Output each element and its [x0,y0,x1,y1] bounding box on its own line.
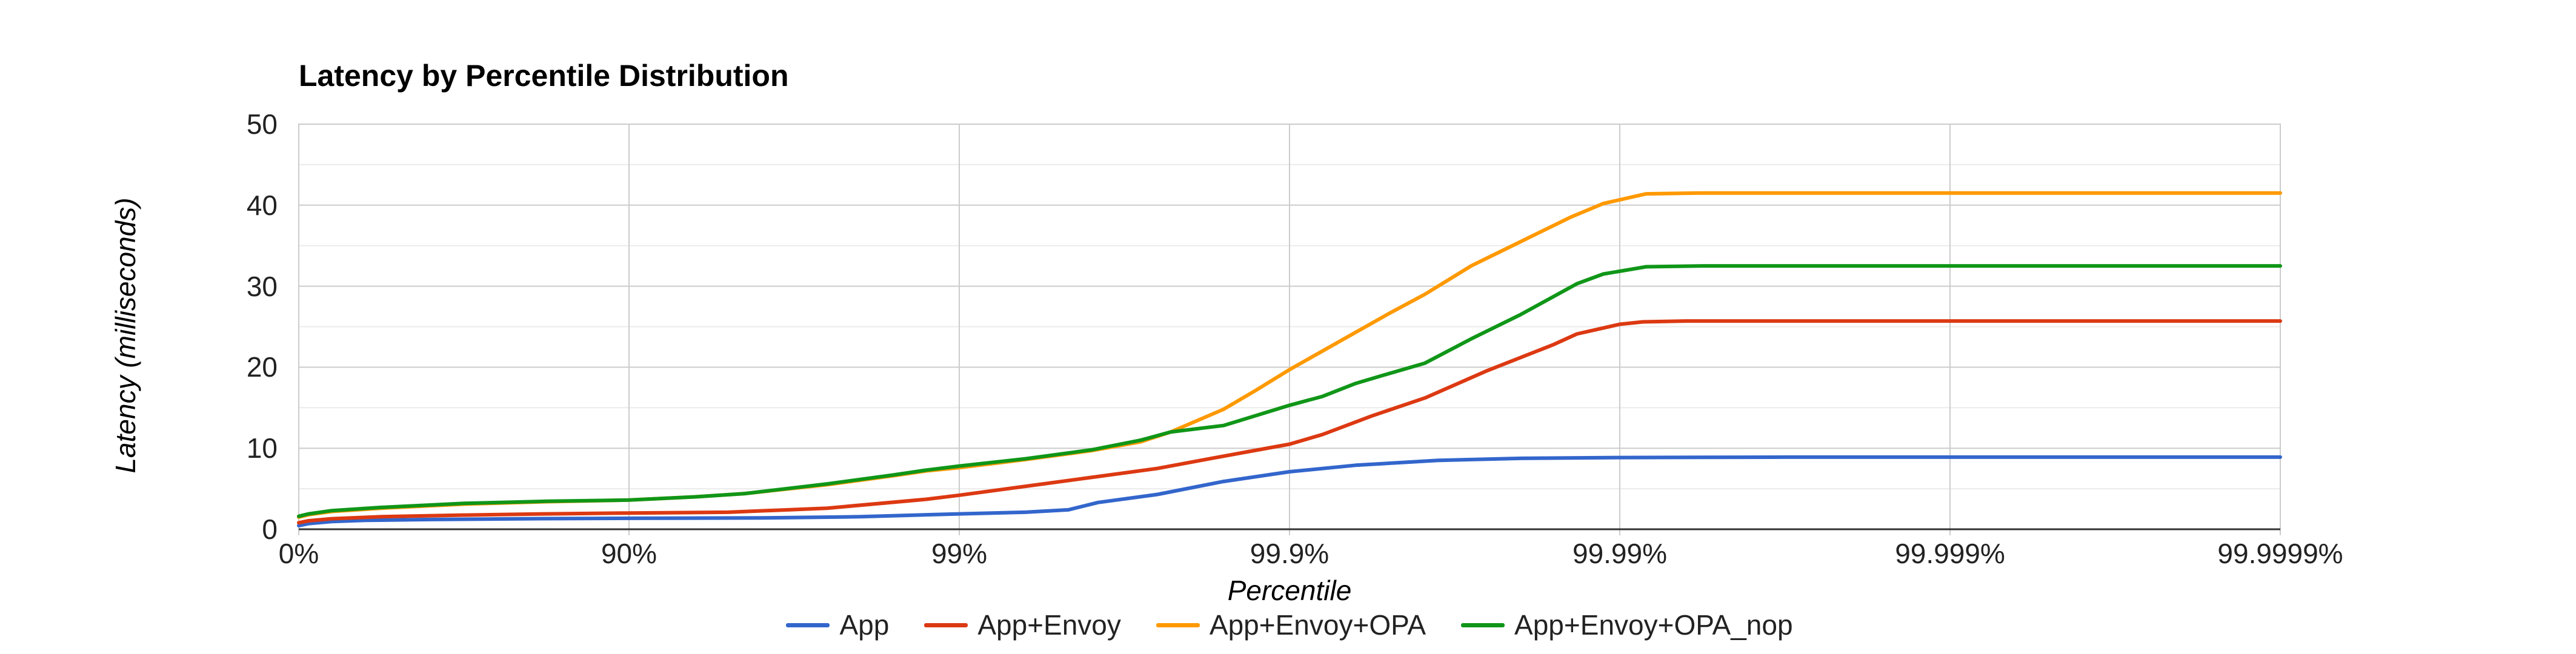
legend: App App+Envoy App+Envoy+OPA App+Envoy+OPA_n… [299,607,2280,643]
y-tick-label-40: 40 [246,189,278,221]
series-line-App+Envoy[interactable] [297,319,2282,525]
x-tick-label-90%: 90% [601,538,657,569]
y-tick-label-10: 10 [246,432,278,464]
legend-label-App: App [839,609,890,641]
x-tick-label-99.9%: 99.9% [1250,538,1330,569]
series-line-App+Envoy+OPA_nop[interactable] [297,264,2282,518]
y-tick-label-20: 20 [246,351,278,383]
legend-swatch-App+Envoy+OPA [1156,623,1200,627]
y-tick-label-30: 30 [246,270,278,302]
x-tick-label-0%: 0% [278,538,319,569]
x-tick-label-99.999%: 99.999% [1895,538,2005,569]
legend-item-App: App [786,609,889,641]
legend-swatch-App+Envoy+OPA_nop [1461,623,1505,627]
legend-swatch-App+Envoy [924,623,968,627]
series-line-App[interactable] [297,455,2282,527]
y-tick-label-50: 50 [246,108,278,140]
chart-title: Latency by Percentile Distribution [299,59,789,93]
legend-label-App+Envoy+OPA: App+Envoy+OPA [1209,609,1426,641]
legend-item-App+Envoy+OPA: App+Envoy+OPA [1156,609,1426,641]
legend-item-App+Envoy: App+Envoy [924,609,1121,641]
legend-label-App+Envoy: App+Envoy [977,609,1121,641]
x-tick-label-99.99%: 99.99% [1572,538,1667,569]
x-tick-label-99.9999%: 99.9999% [2217,538,2343,569]
legend-label-App+Envoy+OPA_nop: App+Envoy+OPA_nop [1514,609,1793,641]
legend-swatch-App [786,623,830,627]
x-tick-label-99%: 99% [931,538,988,569]
legend-item-App+Envoy+OPA_nop: App+Envoy+OPA_nop [1461,609,1793,641]
x-axis-title: Percentile [1227,575,1352,606]
y-tick-label-0: 0 [262,514,278,545]
y-axis-title: Latency (milliseconds) [110,197,141,474]
